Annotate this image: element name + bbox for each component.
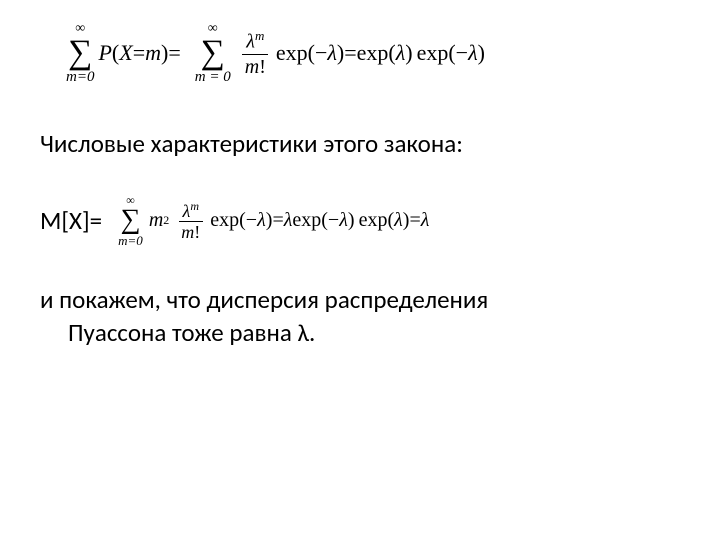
close-3: ): [478, 42, 485, 64]
fraction-1: λm m!: [241, 29, 270, 77]
sum1-lower: m=0: [66, 70, 94, 85]
lambda-end: λ: [421, 210, 430, 230]
frac2-den: m!: [177, 222, 204, 241]
paragraph-characteristics: Числовые характеристики этого закона:: [40, 127, 680, 161]
close-2: ): [405, 42, 412, 64]
equation-2: ∞ ∑ m=0 m2 λm m! exp(−λ) = λ exp(−λ) exp: [118, 194, 429, 246]
m-super: m: [255, 28, 264, 43]
frac1-den: m!: [241, 55, 270, 77]
close-e2-2: ): [348, 210, 355, 230]
lambda-2: λ: [396, 42, 406, 64]
eq-sign-b: =: [344, 42, 356, 64]
lambda-e2-2: λ: [339, 210, 348, 230]
sigma-icon: ∑: [68, 38, 92, 69]
variance-line2: Пуассона тоже равна λ.: [40, 316, 680, 350]
sigma-icon: ∑: [201, 38, 225, 69]
mx-label: M[X]=: [40, 205, 102, 236]
lambda-e2-3: λ: [394, 210, 403, 230]
eq2-sign-a: =: [272, 210, 283, 230]
eq2-sign-b: =: [409, 210, 420, 230]
exp-text-2: exp(: [357, 42, 396, 64]
close-1: ): [337, 42, 344, 64]
sum-symbol-2: ∞ ∑ m = 0: [195, 22, 231, 85]
sigma-icon: ∑: [120, 207, 140, 232]
exp2-text-1: exp(−: [210, 210, 257, 230]
sum-symbol-3: ∞ ∑ m=0: [118, 194, 143, 246]
exp-text-3: exp(−: [417, 42, 469, 64]
lambda-num: λ: [246, 31, 255, 53]
two-sup: 2: [163, 214, 169, 226]
equation-1: ∞ ∑ m=0 P ( X = m ) = ∞ ∑ m = 0 λm m! ex…: [66, 22, 680, 85]
P-letter: P: [98, 42, 111, 64]
frac2-num: λm: [179, 200, 203, 222]
sum3-lower: m=0: [118, 234, 143, 247]
fraction-2: λm m!: [177, 200, 204, 241]
excl: !: [259, 56, 266, 78]
variance-line1: и покажем, что дисперсия распределения: [40, 284, 488, 315]
eq-sign-inner: =: [133, 42, 145, 64]
lambda-mid: λ: [284, 210, 293, 230]
sum2-lower: m = 0: [195, 70, 231, 85]
exp2-text-2: exp(−: [292, 210, 339, 230]
slide-page: ∞ ∑ m=0 P ( X = m ) = ∞ ∑ m = 0 λm m! ex…: [0, 0, 720, 540]
lambda-3: λ: [468, 42, 478, 64]
excl2: !: [194, 222, 200, 242]
exp-text-1: exp(−: [276, 42, 328, 64]
mx-row: M[X]= ∞ ∑ m=0 m2 λm m! exp(−λ) = λ: [40, 194, 680, 246]
m-den: m: [245, 56, 259, 78]
lambda-e2-1: λ: [257, 210, 266, 230]
paren-close-1: ): [161, 42, 168, 64]
eq-sign-a: =: [168, 42, 180, 64]
m-super2: m: [190, 199, 199, 213]
X-letter: X: [119, 42, 132, 64]
lambda-1: λ: [327, 42, 337, 64]
close-e2-1: ): [266, 210, 273, 230]
sum-symbol-1: ∞ ∑ m=0: [66, 22, 94, 85]
m-den2: m: [181, 222, 194, 242]
m-letter-1: m: [145, 42, 161, 64]
frac1-num: λm: [242, 29, 268, 55]
exp2-text-3: exp(: [359, 210, 395, 230]
paragraph-variance: и покажем, что дисперсия распределения П…: [40, 283, 680, 351]
close-e2-3: ): [403, 210, 410, 230]
m-base: m: [149, 210, 163, 230]
